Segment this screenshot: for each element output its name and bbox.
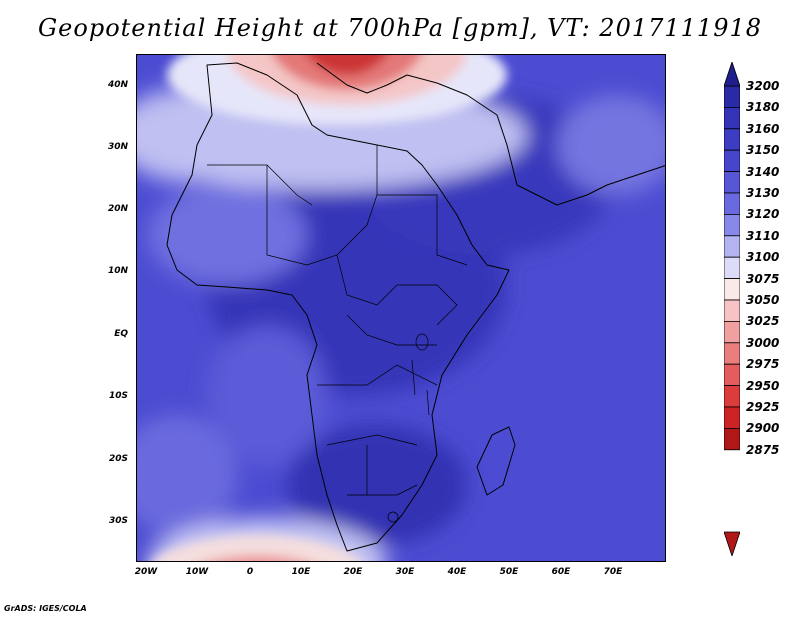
lon-tick: 20W: [134, 567, 158, 577]
lat-tick: 40N: [107, 80, 128, 90]
colorbar-level-label: 2950: [746, 378, 780, 393]
colorbar-box: [724, 85, 740, 108]
colorbar-level-label: 2875: [746, 442, 780, 457]
lon-tick: 50E: [499, 567, 519, 577]
lat-tick: 10N: [107, 266, 128, 276]
lat-tick: 30S: [108, 516, 128, 526]
colorbar-box: [724, 128, 740, 151]
colorbar-boxes: [724, 85, 740, 451]
lon-tick: 10E: [291, 567, 311, 577]
colorbar-box: [724, 171, 740, 194]
colorbar-level-label: 2975: [746, 357, 780, 372]
colorbar-level-label: 3025: [746, 314, 780, 329]
colorbar-box: [724, 320, 740, 344]
colorbar-box: [724, 149, 740, 172]
country-borders: [207, 145, 468, 496]
colorbar-box: [724, 342, 740, 365]
colorbar-level-label: 3130: [746, 186, 780, 200]
lon-tick: 70E: [603, 567, 623, 577]
lon-tick: 60E: [551, 567, 571, 577]
colorbar-level-label: 3160: [746, 121, 780, 136]
colorbar-level-label: 3200: [746, 79, 780, 93]
colorbar-level-label: 3100: [746, 250, 780, 265]
lat-tick: 20N: [107, 204, 128, 214]
colorbar-level-label: 2900: [746, 421, 780, 436]
colorbar-level-label: 3140: [746, 164, 780, 179]
colorbar-box: [724, 213, 740, 237]
lakes: [387, 333, 430, 523]
colorbar-box: [724, 256, 740, 279]
colorbar-level-label: 3050: [746, 293, 780, 307]
chart-title: Geopotential Height at 700hPa [gpm], VT:…: [38, 14, 762, 42]
colorbar-box: [724, 385, 740, 408]
colorbar: [724, 62, 740, 556]
height-field: [137, 55, 665, 561]
colorbar-box: [724, 192, 740, 215]
lat-tick: 30N: [107, 142, 128, 152]
colorbar-bottom-arrow: [724, 531, 740, 556]
colorbar-box: [724, 427, 740, 451]
lat-tick: EQ: [114, 329, 128, 339]
colorbar-box: [724, 406, 740, 429]
lon-tick: 10W: [185, 567, 209, 577]
coastlines: [166, 62, 665, 552]
colorbar-level-label: 2925: [746, 400, 780, 414]
colorbar-box: [724, 107, 740, 130]
colorbar-level-label: 3150: [746, 143, 780, 158]
lon-tick: 20E: [343, 567, 363, 577]
colorbar-box: [724, 363, 740, 387]
credit-text: GrADS: IGES/COLA: [4, 604, 87, 613]
colorbar-box: [724, 299, 740, 322]
colorbar-level-label: 3075: [746, 271, 780, 286]
colorbar-box: [724, 278, 740, 301]
lon-tick: 30E: [395, 567, 415, 577]
colorbar-level-label: 3120: [746, 207, 780, 222]
colorbar-level-label: 3180: [746, 100, 780, 115]
map-plot-area: [136, 54, 666, 562]
colorbar-level-label: 3000: [746, 335, 780, 350]
colorbar-top-arrow: [724, 62, 740, 87]
lat-tick: 20S: [108, 454, 128, 464]
lon-tick: 40E: [447, 567, 467, 577]
lon-tick: 0: [246, 567, 254, 577]
colorbar-level-label: 3110: [746, 228, 780, 243]
colorbar-box: [724, 235, 740, 258]
lat-tick: 10S: [108, 391, 128, 401]
